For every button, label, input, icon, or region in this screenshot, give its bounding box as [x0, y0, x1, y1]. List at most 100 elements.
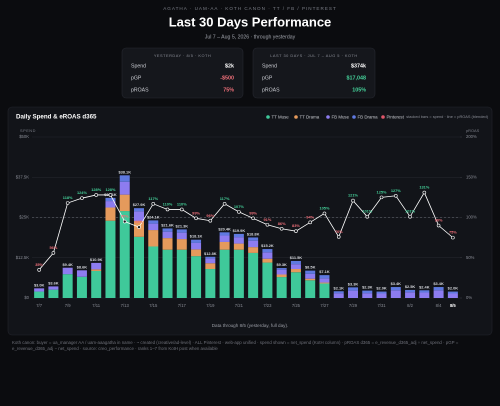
- roas-point: [251, 216, 255, 221]
- bar-segment: [134, 208, 144, 212]
- roas-label: 56%: [50, 245, 58, 250]
- card: [252, 47, 376, 99]
- y-axis-title: SPEND: [20, 128, 36, 133]
- roas-point: [37, 268, 41, 272]
- bar-segment: [134, 236, 144, 298]
- roas-point: [51, 251, 56, 255]
- roas-label: 110%: [177, 201, 187, 206]
- x-tick-label: 7/25: [292, 303, 301, 308]
- page-subtitle: Jul 7 – Aug 5, 2026 · through yesterday: [205, 34, 296, 40]
- bar-segment: [362, 290, 373, 294]
- bar-segment: [233, 243, 244, 250]
- bar-segment: [405, 292, 416, 298]
- roas-point: [165, 207, 170, 212]
- bar-segment: [233, 237, 244, 244]
- roas-point: [365, 214, 370, 219]
- bar-segment: [333, 293, 344, 298]
- roas-label: 95%: [121, 214, 129, 219]
- roas-point: [122, 219, 127, 224]
- bar-segment: [205, 269, 216, 298]
- roas-label: 76%: [335, 229, 343, 234]
- y2-axis-title: pROAS: [466, 128, 480, 133]
- legend-label: FB Drama: [358, 114, 379, 119]
- bar-segment: [433, 287, 444, 291]
- bar-total-label: $15.2K: [261, 243, 274, 248]
- bar-segment: [62, 267, 73, 275]
- roas-point: [294, 229, 298, 233]
- roas-point: [393, 193, 398, 198]
- legend-label: TT Drama: [300, 114, 320, 119]
- bar-segment: [205, 256, 216, 259]
- roas-label: 94%: [306, 214, 314, 219]
- eyebrow: AGATHA · UAM-AA · KOTH CANON · TT / FB /…: [163, 6, 337, 11]
- roas-point: [422, 190, 427, 195]
- bar-segment: [162, 231, 173, 239]
- bar-segment: [191, 256, 202, 298]
- bar-segment: [376, 291, 387, 294]
- bar-segment: [48, 286, 59, 290]
- chart-note: stacked bars = spend · line = pROAS (ble…: [406, 114, 488, 119]
- bar-segment: [305, 273, 316, 279]
- bar-total-label: $2.0K: [448, 286, 459, 291]
- chart-title: Daily Spend & eROAS d365: [16, 114, 97, 121]
- y2-tick-label: 0%: [466, 295, 472, 300]
- x-tick-label: 7/21: [235, 303, 244, 308]
- bar-segment: [262, 258, 273, 263]
- bar-segment: [62, 274, 73, 298]
- bar-segment: [233, 249, 244, 298]
- bar-segment: [162, 238, 173, 250]
- roas-point: [379, 195, 384, 200]
- x-tick-label: 8/2: [407, 303, 413, 308]
- y2-tick-label: 150%: [466, 174, 477, 179]
- bar-total-label: $10.9K: [90, 257, 103, 262]
- roas-point: [279, 226, 284, 231]
- bar-segment: [134, 211, 144, 222]
- bar-total-label: $12.8K: [204, 251, 217, 256]
- bar-segment: [176, 249, 187, 298]
- roas-point: [265, 222, 270, 227]
- card-value: $374k: [351, 63, 366, 69]
- card-value: $17,048: [347, 75, 367, 81]
- bar-segment: [105, 201, 116, 208]
- bar-segment: [91, 269, 102, 271]
- bar-segment: [290, 272, 301, 298]
- roas-label: 128%: [105, 187, 115, 192]
- card-label: pROAS: [262, 87, 280, 93]
- legend-label: TT Muse: [272, 114, 290, 119]
- bar-segment: [219, 249, 230, 298]
- bar-segment: [162, 228, 173, 232]
- bar-total-label: $21.6K: [161, 222, 174, 227]
- x-tick-label: 7/23: [263, 303, 272, 308]
- roas-point: [322, 211, 327, 216]
- bar-segment: [205, 258, 216, 264]
- bar-segment: [262, 249, 273, 253]
- bar-total-label: $21.3K: [176, 223, 189, 228]
- bar-segment: [34, 288, 45, 292]
- bar-segment: [276, 274, 287, 278]
- chart-panel: [7, 106, 493, 336]
- bar-segment: [76, 270, 87, 277]
- legend-label: Pinterest: [387, 114, 405, 119]
- bar-segment: [191, 249, 202, 257]
- bar-total-label: $8.6K: [77, 264, 88, 269]
- bar-total-label: $3.6K: [48, 280, 59, 285]
- roas-label: 121%: [348, 193, 358, 198]
- y-tick-label: $37.5K: [16, 174, 29, 179]
- bar-segment: [219, 241, 230, 250]
- roas-point: [80, 196, 84, 200]
- bar-total-label: $9.3K: [276, 262, 287, 267]
- roas-label: 88%: [135, 219, 143, 224]
- legend-swatch: [352, 115, 356, 119]
- card-label: pGP: [131, 75, 142, 81]
- roas-label: 128%: [91, 187, 101, 192]
- x-tick-label: 7/13: [121, 303, 130, 308]
- roas-label: 91%: [264, 217, 272, 222]
- card-label: pROAS: [131, 87, 149, 93]
- bar-segment: [248, 247, 259, 253]
- bar-total-label: $2.4K: [419, 284, 430, 289]
- card-label: Spend: [131, 63, 146, 69]
- card-title: YESTERDAY · 8/5 · KOTH: [154, 53, 211, 58]
- y-tick-label: $25K: [19, 215, 29, 220]
- roas-label: 124%: [77, 190, 87, 195]
- bar-segment: [348, 290, 358, 298]
